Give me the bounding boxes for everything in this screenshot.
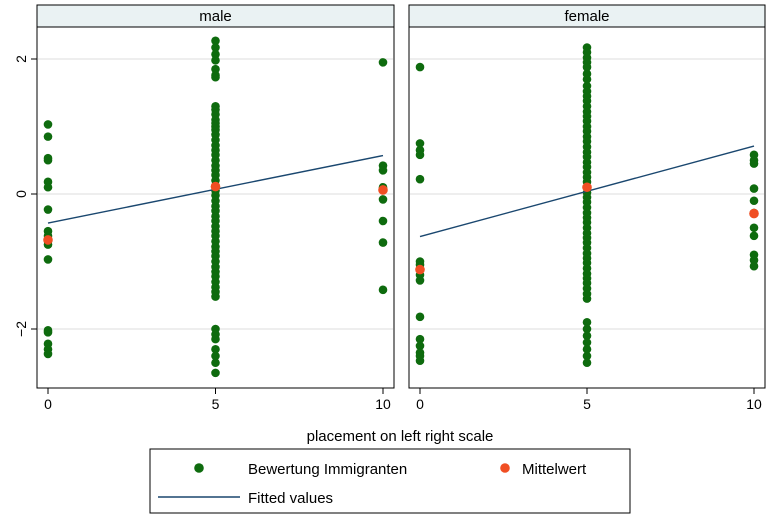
y-tick-label: 0	[13, 190, 29, 198]
data-point	[582, 344, 592, 354]
x-tick-label: 5	[583, 396, 591, 412]
y-tick-label: 2	[13, 55, 29, 63]
data-point	[415, 276, 425, 285]
data-point	[415, 62, 425, 72]
data-point	[582, 338, 592, 347]
data-point	[211, 43, 220, 52]
data-point	[43, 132, 53, 141]
data-point	[211, 368, 220, 378]
y-tick-label: −2	[13, 321, 29, 337]
data-point	[749, 255, 759, 265]
data-point	[211, 334, 220, 344]
data-point	[582, 62, 592, 72]
data-point	[415, 334, 425, 344]
data-point	[378, 58, 388, 67]
data-point	[211, 64, 220, 74]
mean-point	[415, 264, 425, 275]
data-point	[749, 231, 759, 241]
data-point	[378, 166, 388, 175]
data-point	[582, 317, 592, 327]
x-tick-label: 5	[212, 396, 220, 412]
data-point	[211, 292, 220, 301]
data-point	[582, 324, 592, 334]
data-point	[749, 184, 759, 193]
data-point	[211, 56, 220, 65]
legend-label: Bewertung Immigranten	[248, 461, 407, 478]
legend-label: Mittelwert	[522, 461, 587, 478]
data-point	[415, 356, 425, 366]
data-point	[582, 331, 592, 341]
x-tick-label: 0	[416, 396, 424, 412]
data-point	[43, 182, 53, 192]
data-point	[749, 261, 759, 271]
data-point	[749, 223, 759, 233]
mean-point	[210, 181, 221, 192]
data-point	[43, 205, 53, 214]
x-tick-label: 10	[375, 396, 391, 412]
data-point	[43, 155, 53, 165]
panel-female: female 0 5 10	[408, 4, 766, 412]
mean-point	[43, 235, 53, 245]
legend-marker	[500, 463, 510, 473]
legend-label: Fitted values	[248, 490, 333, 507]
x-tick-label: 10	[746, 396, 762, 412]
data-point	[749, 196, 759, 206]
data-point	[378, 238, 388, 247]
legend-marker	[194, 463, 204, 473]
data-point	[211, 351, 220, 361]
data-point	[749, 159, 759, 168]
data-point	[211, 36, 220, 46]
data-point	[582, 74, 592, 84]
data-point	[582, 351, 592, 361]
legend-box	[149, 448, 631, 514]
data-point	[43, 328, 53, 337]
data-point	[582, 358, 592, 368]
x-axis-label: placement on left right scale	[307, 428, 494, 445]
data-point	[43, 120, 53, 129]
data-point	[211, 358, 220, 368]
data-point	[415, 139, 425, 148]
data-point	[415, 150, 425, 160]
legend: Bewertung Immigranten Mittelwert Fitted va…	[149, 448, 631, 514]
mean-point	[378, 185, 388, 195]
data-point	[378, 195, 388, 204]
data-point	[211, 49, 220, 59]
panel-male: male 0 5 10	[36, 4, 395, 412]
data-point	[582, 294, 592, 303]
data-point	[378, 285, 388, 295]
data-point	[43, 255, 53, 264]
data-point	[211, 72, 220, 82]
data-point	[415, 174, 425, 184]
mean-point	[582, 182, 592, 193]
data-point	[43, 349, 53, 359]
data-point	[415, 312, 425, 322]
panel-title: female	[564, 8, 609, 25]
data-point	[378, 216, 388, 226]
data-point	[415, 341, 425, 351]
panel-title: male	[199, 8, 232, 25]
data-point	[211, 344, 220, 354]
x-tick-label: 0	[44, 396, 52, 412]
mean-point	[749, 208, 759, 219]
